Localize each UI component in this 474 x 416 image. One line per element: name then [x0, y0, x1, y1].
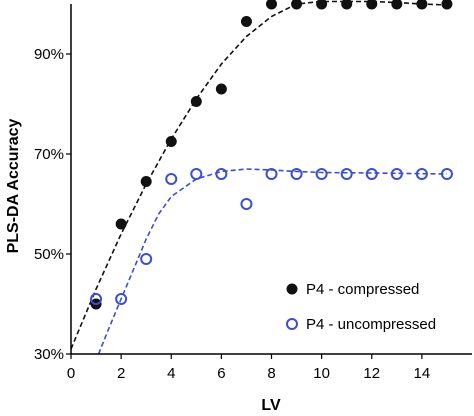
data-point-series-0 — [115, 218, 127, 230]
y-tick-label: 30% — [34, 346, 64, 363]
x-tick-label: 0 — [67, 365, 75, 382]
data-point-series-1 — [365, 168, 378, 180]
x-tick-label: 14 — [414, 365, 431, 382]
data-point-series-1 — [140, 253, 153, 265]
data-point-series-0 — [240, 16, 252, 27]
x-tick-label: 4 — [167, 365, 175, 382]
legend-marker-compressed — [286, 283, 298, 295]
data-point-series-1 — [340, 168, 353, 180]
data-point-series-0 — [441, 0, 453, 10]
x-tick-label: 2 — [117, 365, 125, 382]
data-point-series-0 — [366, 0, 378, 10]
y-axis-ticks: 30% 50% 70% 90% — [34, 46, 71, 363]
x-tick-label: 8 — [267, 365, 275, 382]
data-point-series-1 — [215, 168, 228, 180]
data-point-series-1 — [265, 168, 278, 180]
data-point-series-1 — [115, 293, 128, 305]
data-point-series-0 — [391, 0, 403, 10]
data-point-series-1 — [165, 173, 178, 185]
x-tick-label: 10 — [313, 365, 330, 382]
y-axis-title: PLS-DA Accuracy — [5, 118, 22, 253]
data-point-series-1 — [440, 168, 453, 180]
data-point-series-1 — [90, 293, 103, 305]
data-point-series-0 — [140, 176, 152, 187]
trendlines — [70, 0, 447, 355]
x-axis-title: LV — [261, 397, 281, 414]
x-tick-label: 6 — [217, 365, 225, 382]
data-point-series-1 — [290, 168, 303, 180]
data-point-series-0 — [416, 0, 428, 10]
data-point-series-0 — [215, 83, 227, 95]
data-point-series-1 — [240, 198, 253, 210]
data-point-series-1 — [390, 168, 403, 180]
y-tick-label: 50% — [34, 246, 64, 263]
legend-label-compressed: P4 - compressed — [306, 281, 419, 298]
trendline-series-0 — [70, 0, 447, 350]
data-point-series-1 — [190, 168, 203, 180]
data-point-series-0 — [316, 0, 328, 10]
data-point-series-0 — [291, 0, 303, 10]
legend-label-uncompressed: P4 - uncompressed — [306, 316, 436, 333]
y-tick-label: 70% — [34, 146, 64, 163]
data-point-series-0 — [341, 0, 353, 10]
data-points — [90, 0, 453, 310]
data-point-series-1 — [415, 168, 428, 180]
data-point-series-0 — [190, 96, 202, 107]
data-point-series-0 — [165, 136, 177, 147]
data-point-series-0 — [266, 0, 277, 10]
legend-marker-uncompressed — [286, 318, 298, 330]
x-tick-label: 12 — [363, 365, 380, 382]
data-point-series-1 — [315, 168, 328, 180]
y-tick-label: 90% — [34, 46, 64, 63]
x-axis-ticks: 0 2 4 6 8 10 12 14 — [67, 354, 430, 382]
legend: P4 - compressed P4 - uncompressed — [286, 281, 436, 333]
